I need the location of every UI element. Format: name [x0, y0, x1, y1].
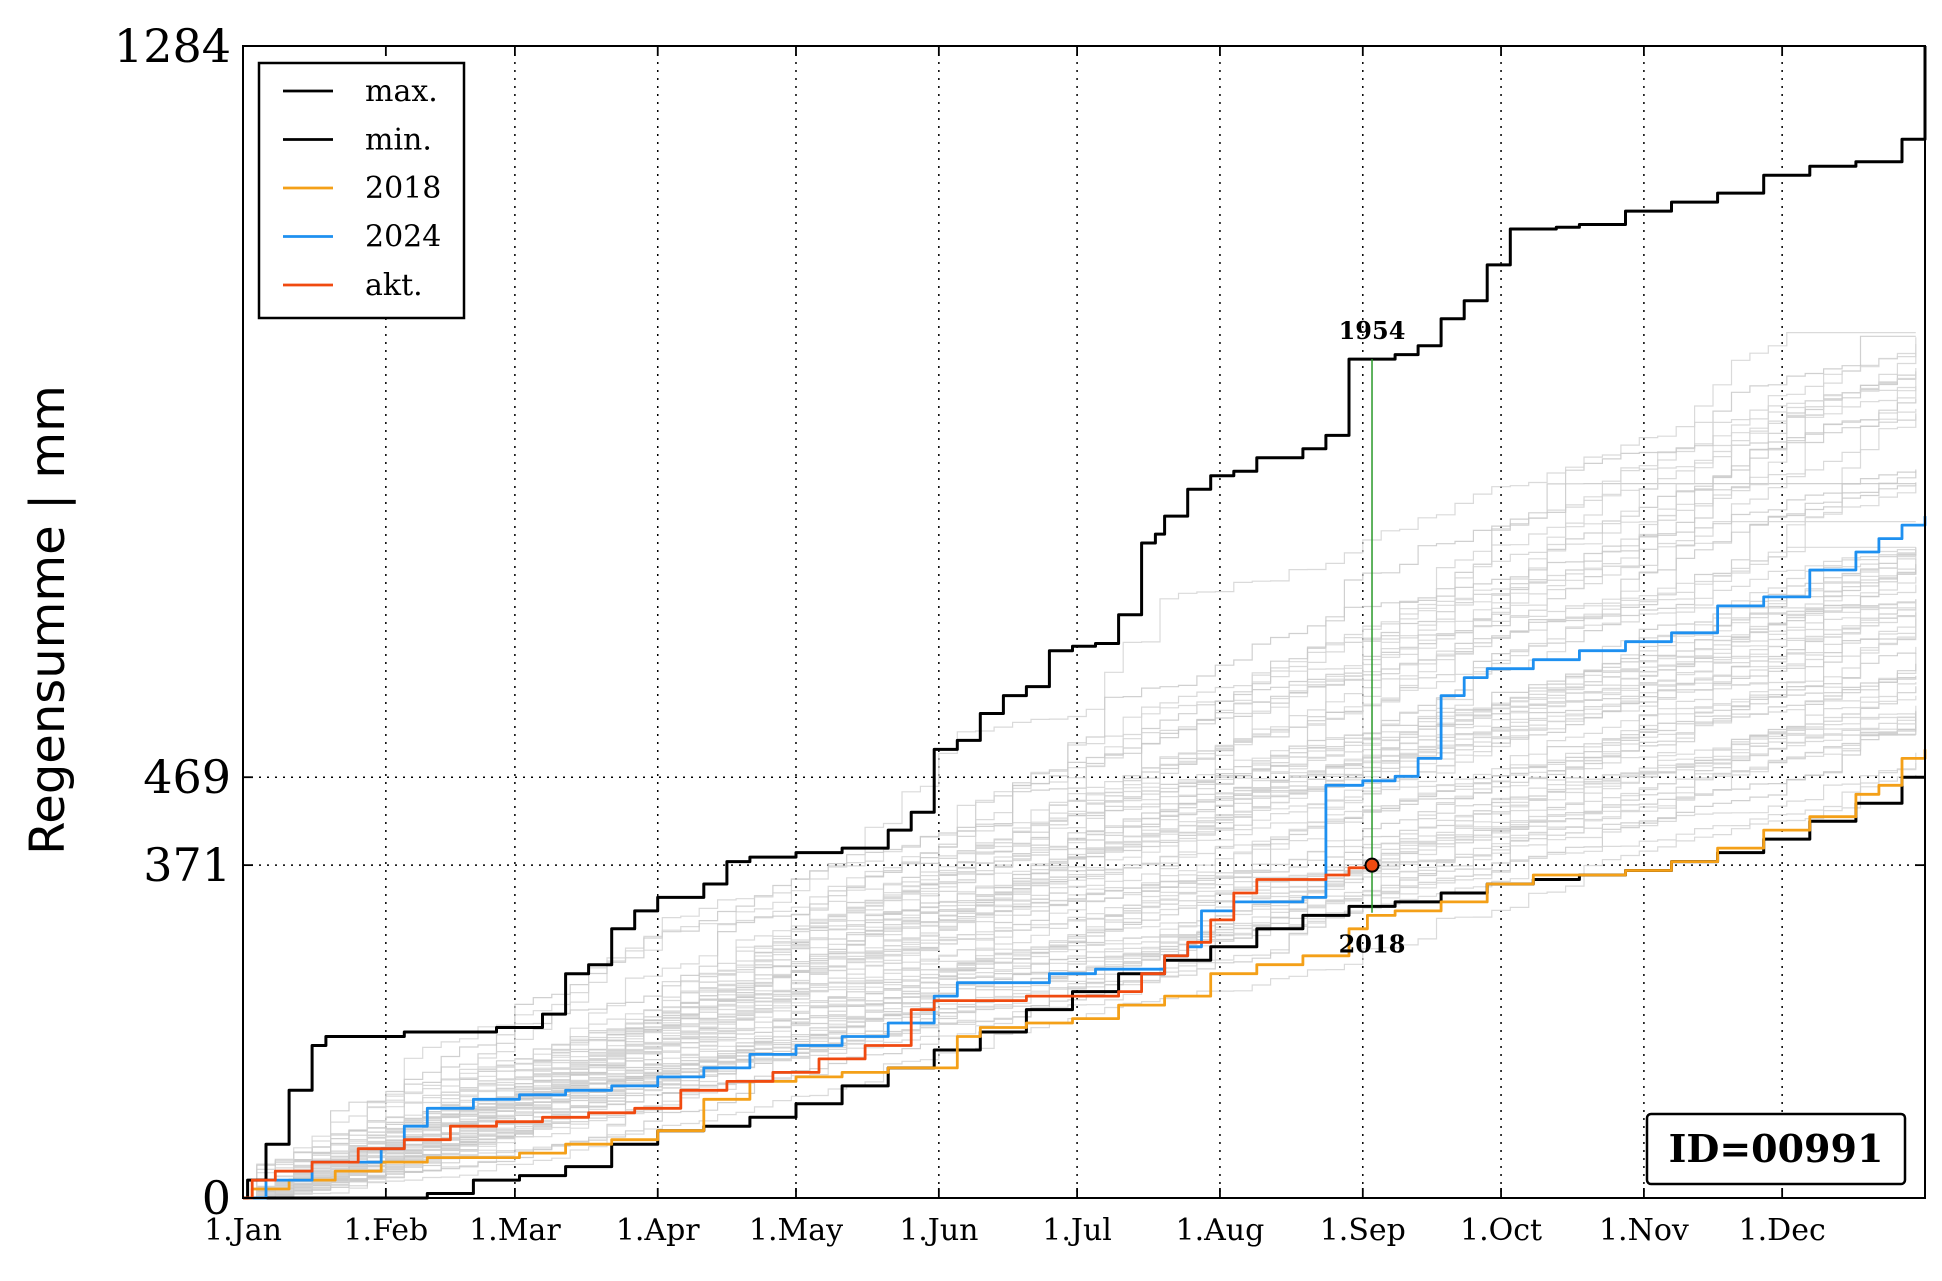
background-year-line [243, 570, 1917, 1199]
background-year-line [243, 584, 1917, 1199]
x-tick-label: 1.Aug [1176, 1213, 1265, 1248]
series-line-akt [243, 865, 1374, 1200]
x-tick-label: 1.Oct [1460, 1213, 1542, 1248]
current-value-marker [1364, 857, 1380, 873]
background-year-line [243, 602, 1917, 1199]
x-tick-label: 1.Sep [1320, 1213, 1406, 1248]
background-year-line [243, 371, 1917, 1199]
x-tick-label: 1.Jun [899, 1213, 978, 1248]
background-year-line [243, 550, 1917, 1199]
x-tick-label: 1.Dec [1739, 1213, 1826, 1248]
background-year-line [243, 564, 1917, 1199]
background-year-line [243, 416, 1917, 1199]
annotation-layer: 1954 2018 [1339, 316, 1406, 959]
y-tick-label: 1284 [114, 19, 231, 73]
y-axis-label: Regensumme | mm [20, 385, 76, 855]
legend-label-min: min. [365, 123, 432, 158]
background-year-line [243, 612, 1917, 1199]
legend-label-2018: 2018 [365, 171, 441, 206]
legend: max. min. 2018 2024 akt. [257, 61, 466, 320]
x-tick-label: 1.Feb [343, 1213, 428, 1248]
background-year-line [243, 469, 1917, 1199]
background-year-line [243, 388, 1917, 1199]
id-box-frame [1645, 1112, 1907, 1186]
legend-label-2024: 2024 [365, 220, 441, 255]
legend-label-max: max. [365, 74, 438, 109]
x-tick-label: 1.Apr [616, 1213, 700, 1248]
background-year-line [243, 386, 1917, 1199]
background-year-line [243, 398, 1917, 1199]
y-tick-label: 469 [143, 750, 231, 804]
y-tick-label: 0 [202, 1171, 231, 1225]
background-years-layer [243, 332, 1917, 1199]
id-box: ID=00991 [1645, 1112, 1907, 1186]
grid-layer [243, 46, 1925, 1198]
background-year-line [243, 553, 1917, 1199]
background-year-line [243, 374, 1917, 1199]
annotation-max-year: 1954 [1339, 316, 1406, 345]
plot-frame [242, 45, 1926, 1199]
series-line-max [243, 46, 1927, 1200]
background-year-line [243, 379, 1917, 1199]
background-year-line [243, 558, 1917, 1199]
legend-box [257, 61, 466, 320]
x-tick-label: 1.Jan [204, 1213, 282, 1248]
annotation-min-year: 2018 [1339, 930, 1406, 959]
id-box-label: ID=00991 [1669, 1126, 1884, 1171]
x-tick-label: 1.May [749, 1213, 843, 1248]
x-tick-label: 1.Jul [1042, 1213, 1112, 1248]
background-year-line [243, 368, 1917, 1199]
y-tick-label: 371 [143, 838, 231, 892]
axis-layer: 1.Jan 1.Feb 1.Mar 1.Apr 1.May 1.Jun 1.Jul 1.Aug… [114, 19, 1925, 1248]
background-year-line [243, 723, 1916, 1199]
background-year-line [243, 711, 1917, 1199]
legend-label-akt: akt. [365, 268, 423, 303]
x-tick-label: 1.Mar [469, 1213, 561, 1248]
series-line-2018 [243, 749, 1927, 1200]
background-year-line [243, 632, 1916, 1199]
background-year-line [243, 615, 1916, 1199]
x-tick-label: 1.Nov [1599, 1213, 1689, 1248]
background-year-line [243, 471, 1917, 1199]
background-year-line [243, 599, 1917, 1199]
background-year-line [243, 408, 1917, 1199]
series-layer [243, 46, 1927, 1200]
